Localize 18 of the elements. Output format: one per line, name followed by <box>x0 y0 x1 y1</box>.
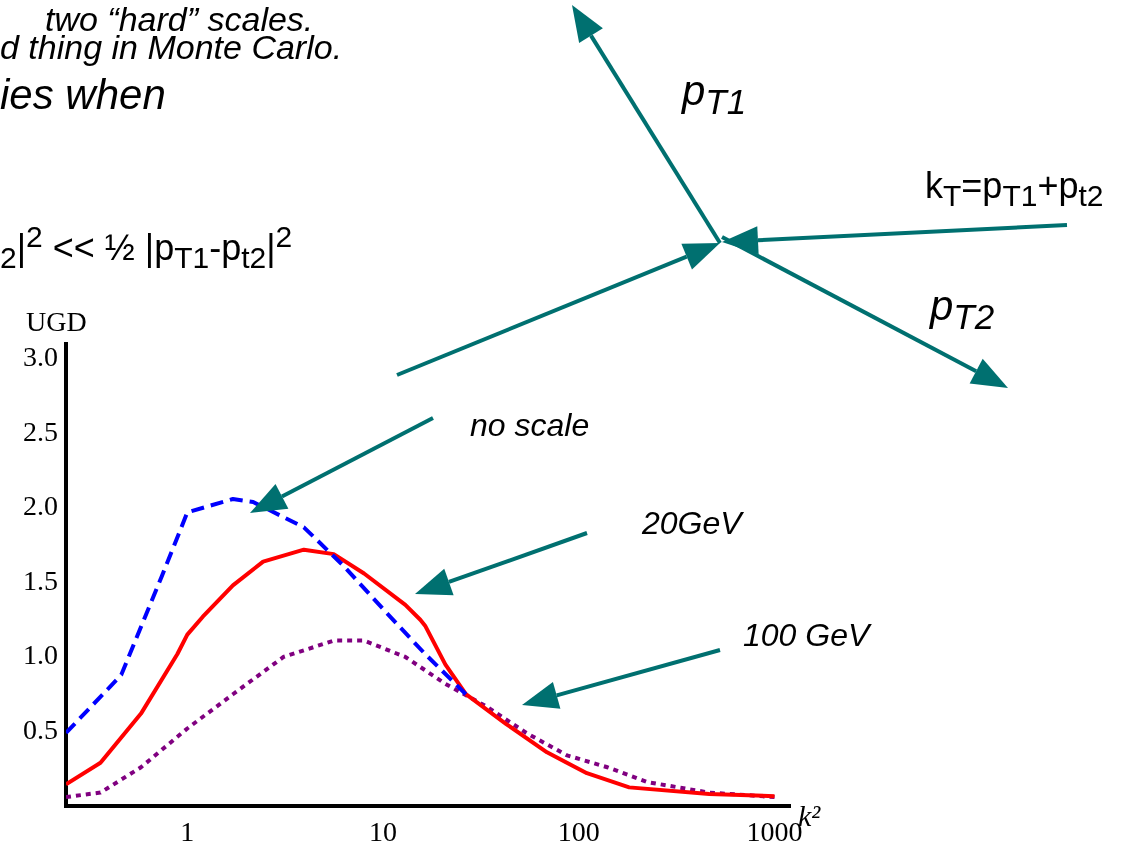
y-tick-label: 1.0 <box>23 639 58 671</box>
text: $_{2}$|$^{2}$ << ½ |p$_{T1}$-p$_{t2}$|$^{2}$ <box>0 220 293 275</box>
y-tick-label: 1.5 <box>23 564 58 596</box>
text: p$_{T1}$ <box>682 67 747 122</box>
annotation: 100 GeV <box>743 617 870 653</box>
y-tick-label: 3.0 <box>23 341 58 373</box>
text: ies when <box>0 71 166 118</box>
x-tick-label: 1 <box>180 816 195 848</box>
text: k$_{T}$=p$_{T1}$+p$_{t2}$ <box>925 165 1104 213</box>
y-tick-label: 2.5 <box>23 415 58 447</box>
text: p$_{T2}$ <box>930 282 995 337</box>
x-tick-label: 10 <box>369 816 398 848</box>
x-tick-label: 100 <box>557 816 600 848</box>
y-axis-title: UGD <box>26 306 87 338</box>
annotation: no scale <box>470 407 590 443</box>
y-tick-label: 0.5 <box>23 713 58 745</box>
annotation: 20GeV <box>642 505 742 541</box>
y-tick-label: 2.0 <box>23 490 58 522</box>
